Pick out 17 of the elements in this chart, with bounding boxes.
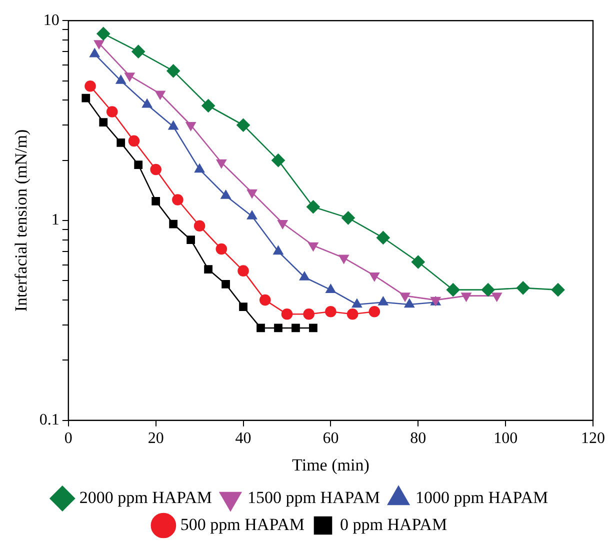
legend-label: 1500 ppm HAPAM: [247, 488, 380, 507]
x-tick-label: 100: [494, 430, 518, 448]
x-tick-label: 60: [322, 430, 339, 448]
x-tick-label: 80: [410, 430, 426, 448]
x-tick-label: 0: [64, 430, 72, 448]
y-axis-title: Interfacial tension (mN/m): [12, 129, 31, 312]
legend-label: 0 ppm HAPAM: [340, 514, 448, 534]
x-tick-label: 120: [581, 430, 605, 448]
y-tick-label: 0.1: [39, 412, 60, 429]
legend-label: 2000 ppm HAPAM: [79, 488, 212, 507]
x-tick-label: 40: [235, 430, 252, 448]
y-tick-label: 10: [43, 12, 60, 29]
x-axis-title: Time (min): [292, 455, 370, 474]
y-tick-label: 1: [51, 212, 60, 229]
legend-label: 1000 ppm HAPAM: [416, 488, 548, 507]
x-tick-label: 20: [148, 430, 164, 448]
legend-label: 500 ppm HAPAM: [180, 514, 305, 534]
